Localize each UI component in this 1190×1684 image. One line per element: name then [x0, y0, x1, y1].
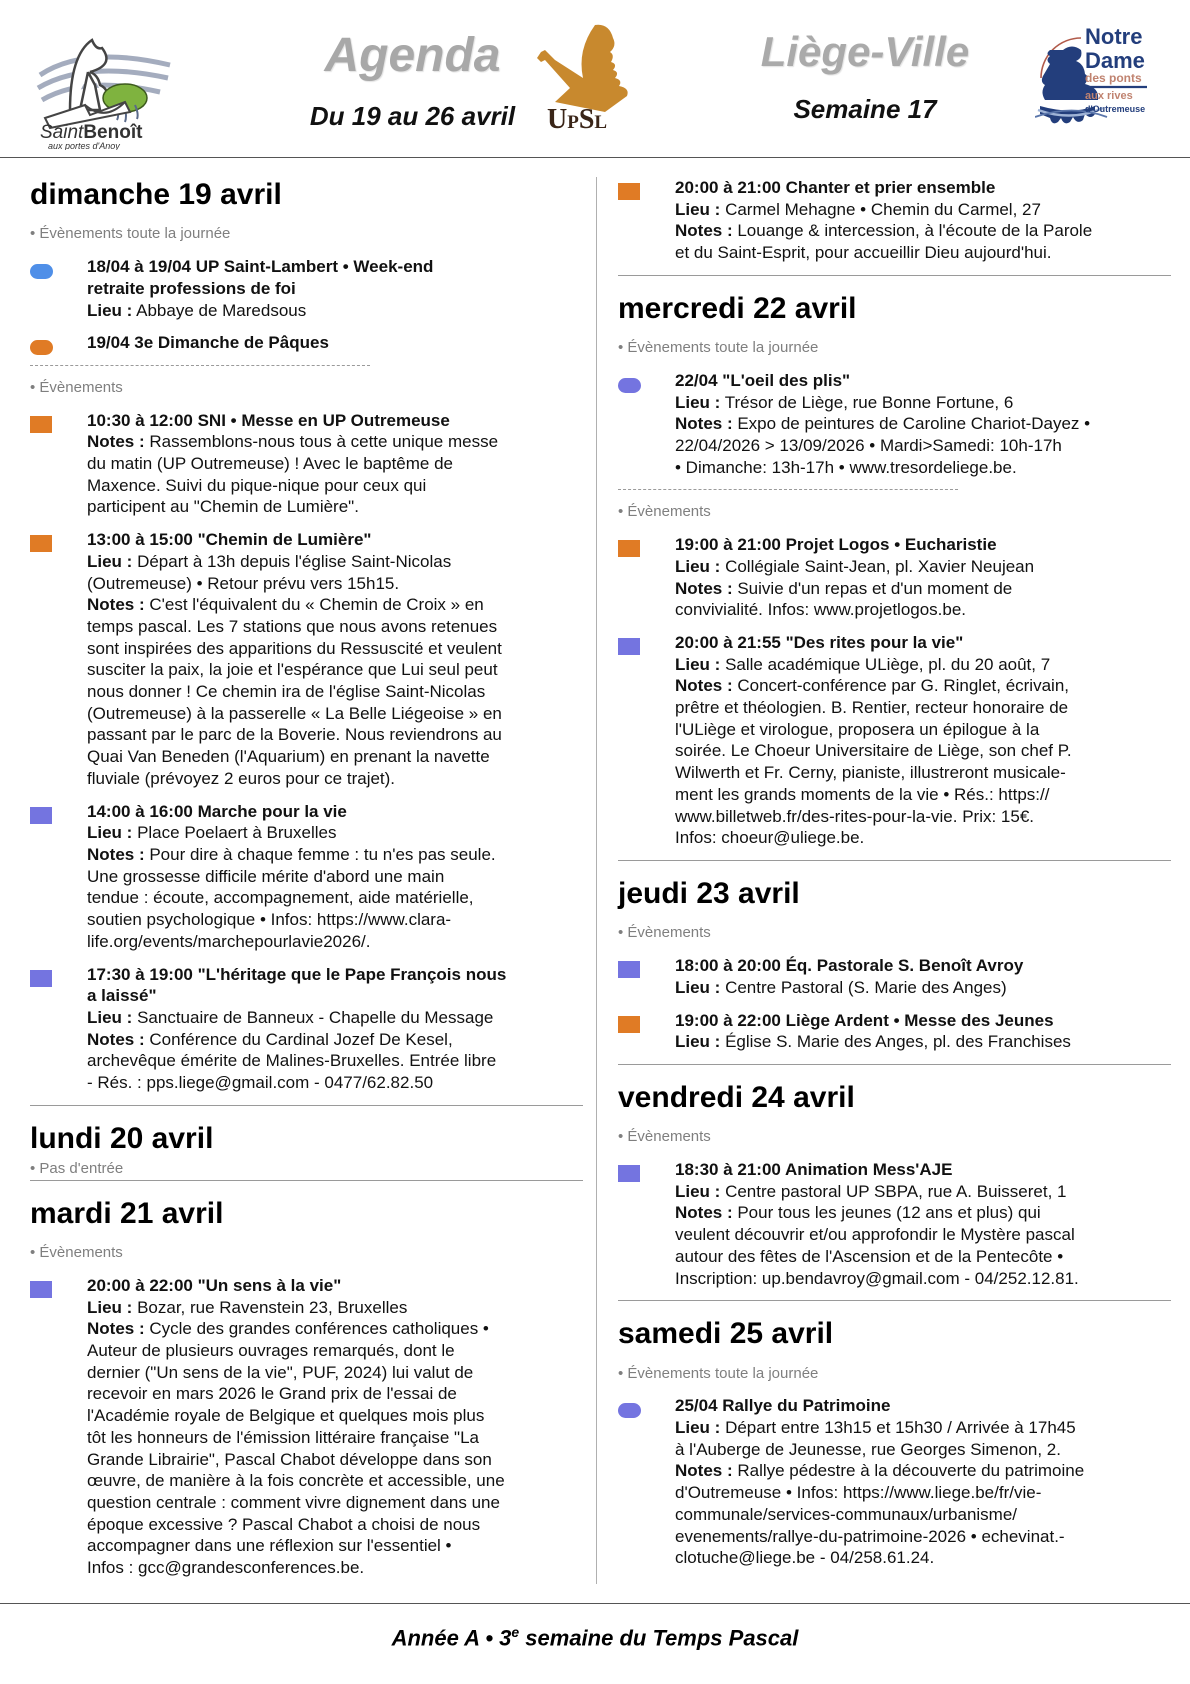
- svg-text:aux rives: aux rives: [1085, 90, 1133, 102]
- svg-text:Notre: Notre: [1085, 24, 1142, 49]
- svg-text:aux portes d'Anoy: aux portes d'Anoy: [48, 141, 120, 150]
- svg-text:d'Outremeuse: d'Outremeuse: [1085, 104, 1145, 114]
- svg-text:Dame: Dame: [1085, 48, 1145, 73]
- svg-text:SaintBenoît: SaintBenoît: [40, 122, 143, 143]
- svg-text:des ponts: des ponts: [1085, 71, 1142, 85]
